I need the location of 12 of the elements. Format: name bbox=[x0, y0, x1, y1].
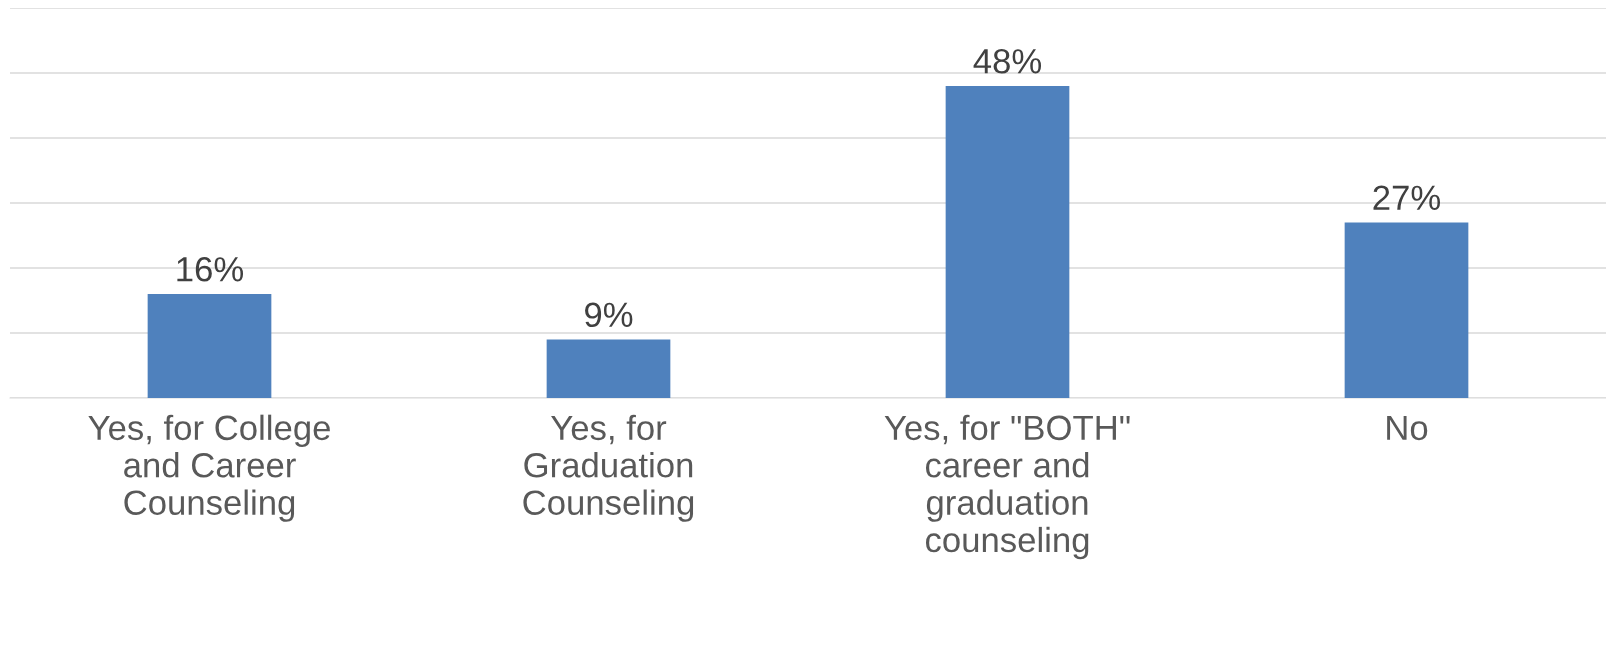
data-label: 48% bbox=[973, 48, 1042, 74]
bar bbox=[147, 294, 272, 398]
data-label: 16% bbox=[177, 256, 244, 282]
x-tick-label: No bbox=[1387, 415, 1428, 441]
bar bbox=[546, 339, 671, 398]
data-label: 9% bbox=[585, 302, 633, 328]
x-tick-label: Yes, for College and Career Counseling bbox=[88, 414, 330, 522]
x-tick-label: Yes, for Graduation Counseling bbox=[523, 414, 694, 522]
bar bbox=[945, 86, 1070, 398]
bar bbox=[1344, 222, 1469, 398]
x-tick-label: Yes, for "BOTH" career and graduation counseling bbox=[884, 414, 1130, 560]
data-label: 27% bbox=[1373, 185, 1441, 210]
